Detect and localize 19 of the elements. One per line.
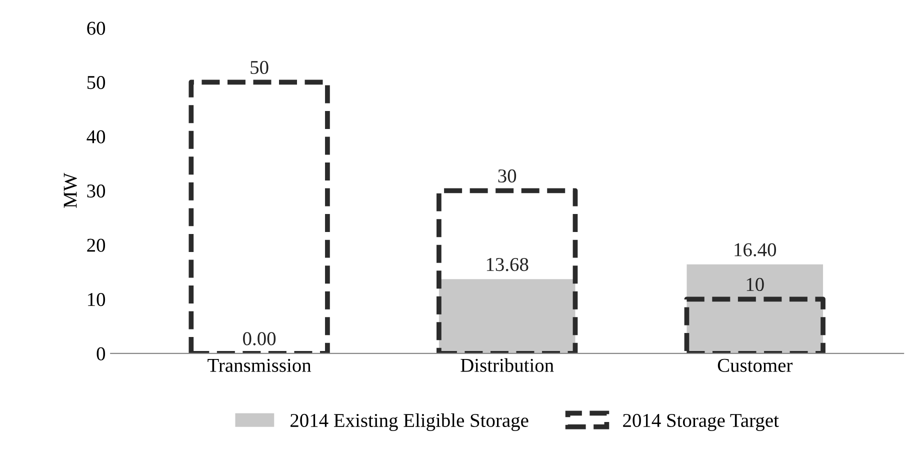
y-tick-label: 40: [86, 130, 106, 144]
x-tick-label: Transmission: [208, 358, 312, 372]
y-tick-label: 30: [87, 184, 106, 198]
data-label: 16.40: [734, 243, 776, 256]
legend-label: 2014 Existing Eligible Storage: [290, 413, 528, 432]
data-label: 30: [498, 169, 516, 183]
data-label: 13.68: [486, 258, 528, 272]
y-tick-label: 0: [96, 347, 106, 360]
y-tick-label: 50: [87, 76, 106, 90]
y-tick-label: 10: [88, 292, 106, 306]
y-tick-label: 20: [87, 238, 106, 252]
legend-label: 2014 Storage Target: [623, 414, 779, 432]
data-label: 50: [250, 60, 268, 74]
data-label: 10: [746, 278, 764, 292]
y-axis-title: MW: [64, 172, 77, 208]
x-tick-label: Customer: [718, 358, 793, 372]
data-label: 0.00: [243, 332, 276, 346]
x-tick-label: Distribution: [460, 358, 554, 372]
y-tick-label: 60: [87, 22, 106, 35]
